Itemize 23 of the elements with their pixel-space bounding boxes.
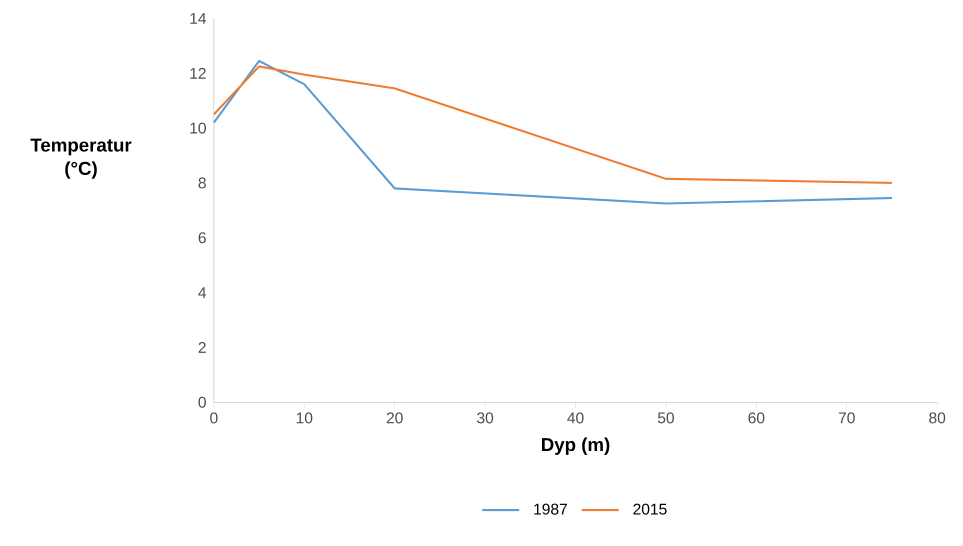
- x-tick-label: 30: [477, 412, 494, 424]
- y-tick-label: 2: [198, 342, 206, 353]
- x-tick-label: 50: [658, 412, 674, 424]
- legend-label: 1987: [534, 504, 567, 515]
- x-tick-label: 0: [210, 412, 218, 424]
- y-tick-label: 12: [190, 68, 206, 79]
- x-tick-label: 10: [296, 412, 312, 424]
- x-tick-label: 80: [929, 412, 946, 424]
- y-tick-label: 8: [198, 177, 206, 188]
- y-tick-label: 14: [190, 13, 206, 24]
- x-tick-label: 40: [567, 412, 584, 424]
- x-tick-label: 60: [748, 412, 764, 424]
- y-tick-label: 4: [198, 287, 206, 298]
- y-tick-label: 0: [198, 396, 206, 408]
- line-series: [212, 65, 893, 184]
- legend-label: 2015: [633, 504, 667, 515]
- y-tick-label: 6: [198, 232, 206, 244]
- x-tick-label: 70: [838, 412, 855, 424]
- y-axis-title: Temperatur (°C): [30, 138, 132, 179]
- x-tick-label: 20: [386, 412, 403, 424]
- y-tick-label: 10: [190, 122, 206, 134]
- line-series: [212, 60, 893, 204]
- x-axis-title: Dyp (m): [542, 437, 610, 455]
